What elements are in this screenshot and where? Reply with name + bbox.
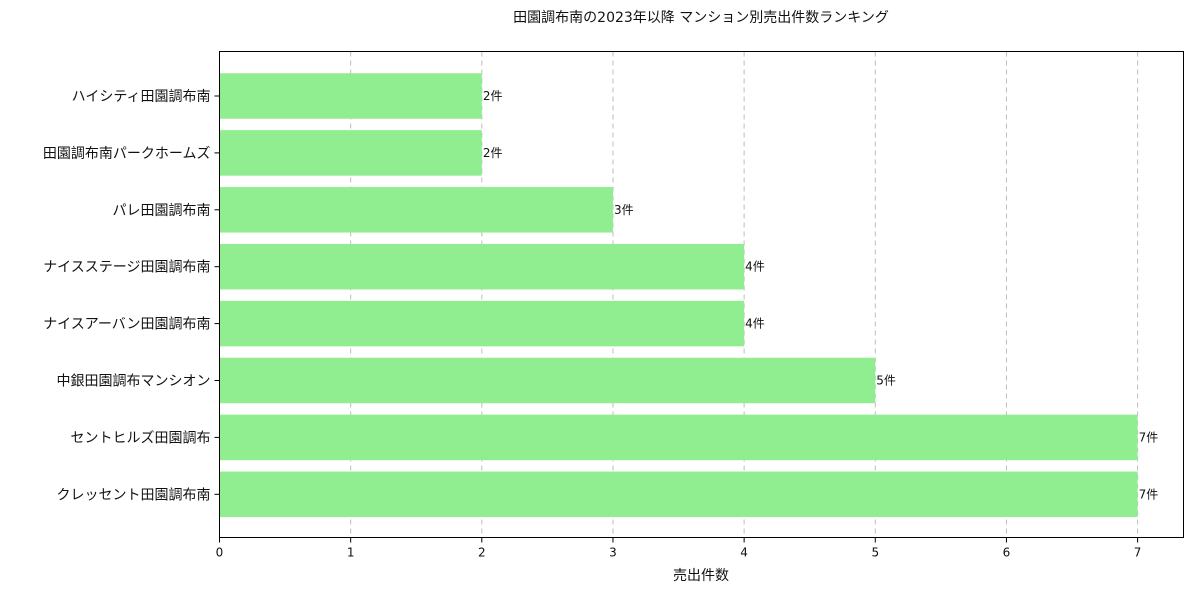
bar — [219, 187, 613, 233]
x-tick-label: 2 — [478, 546, 486, 560]
chart-title: 田園調布南の2023年以降 マンション別売出件数ランキング — [513, 10, 889, 26]
data-label: 7件 — [1139, 487, 1159, 501]
bars — [219, 73, 1138, 518]
bar — [219, 300, 745, 347]
bar — [219, 73, 482, 119]
y-category-label: 中銀田園調布マンシオン — [57, 374, 211, 390]
data-label: 7件 — [1139, 430, 1159, 444]
y-category-label: ナイスステージ田園調布南 — [43, 260, 210, 276]
data-label: 4件 — [745, 260, 765, 274]
x-tick-label: 4 — [740, 546, 748, 560]
x-tick-label: 5 — [871, 546, 879, 560]
bar — [219, 130, 482, 176]
x-axis-ticks: 0 1 2 3 4 5 6 7 — [216, 537, 1142, 560]
data-label: 2件 — [483, 146, 503, 160]
x-tick-label: 6 — [1003, 546, 1011, 560]
bar — [219, 471, 1138, 518]
data-label: 2件 — [483, 89, 503, 103]
y-category-label: パレ田園調布南 — [113, 203, 211, 219]
y-category-label: ハイシティ田園調布南 — [72, 89, 211, 105]
y-category-label: セントヒルズ田園調布 — [71, 430, 211, 446]
data-label: 4件 — [745, 317, 765, 331]
y-category-label: ナイスアーバン田園調布南 — [43, 317, 210, 333]
bar — [219, 243, 745, 290]
data-label: 3件 — [614, 203, 634, 217]
x-tick-label: 0 — [216, 546, 224, 560]
x-tick-label: 1 — [347, 546, 355, 560]
bar — [219, 414, 1138, 461]
x-tick-label: 7 — [1134, 546, 1142, 560]
plot-frame — [219, 51, 1184, 538]
bar — [219, 357, 876, 404]
grid-lines — [350, 51, 1139, 538]
y-category-label: 田園調布南パークホームズ — [43, 146, 211, 162]
x-axis-label: 売出件数 — [673, 568, 729, 584]
y-axis-categories: ハイシティ田園調布南田園調布南パークホームズパレ田園調布南ナイスステージ田園調布… — [43, 89, 220, 503]
y-category-label: クレッセント田園調布南 — [57, 487, 211, 503]
x-tick-label: 3 — [609, 546, 617, 560]
data-labels: 2件 2件 3件 4件 4件 5件 7件 7件 — [483, 89, 1158, 501]
data-label: 5件 — [876, 374, 896, 388]
